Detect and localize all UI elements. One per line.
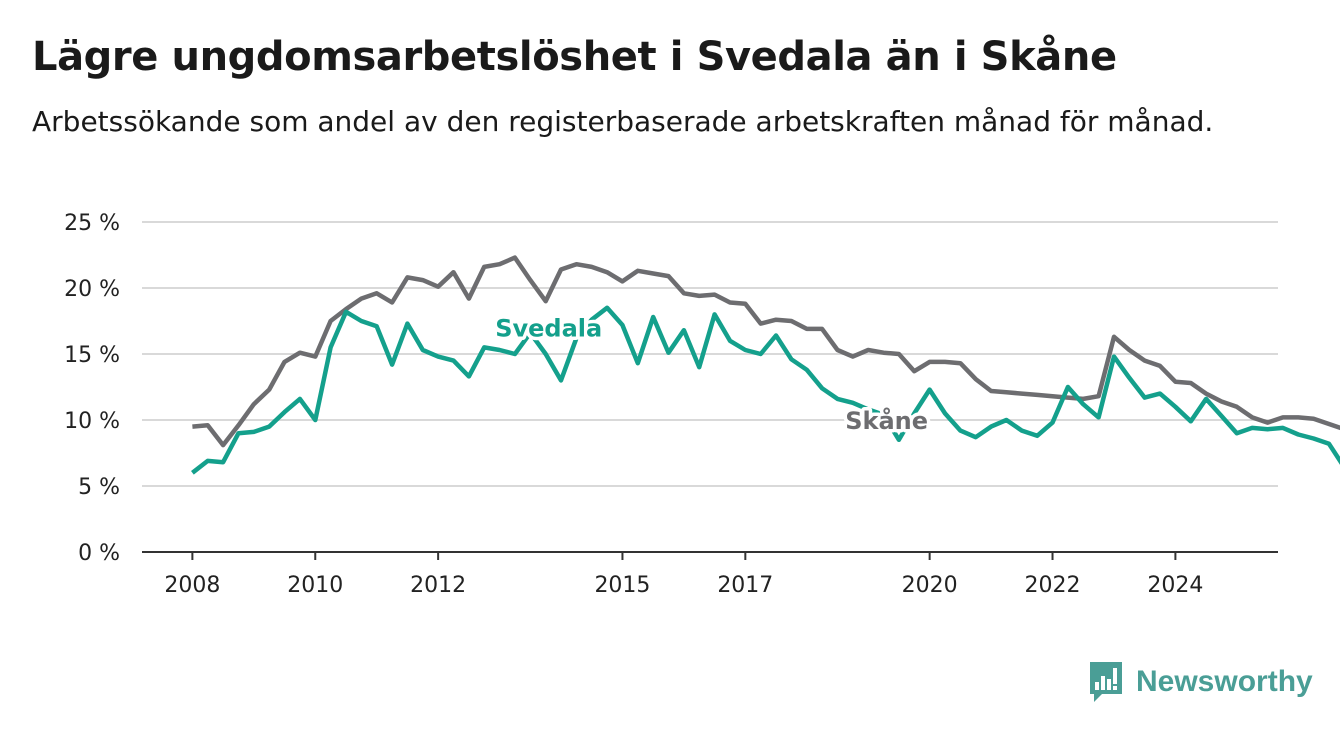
gridlines [142, 221, 1278, 487]
chart-title: Lägre ungdomsarbetslöshet i Svedala än i… [32, 34, 1117, 80]
series-labels: 10,7 %Skåne8,3 %Svedala [492, 311, 932, 438]
chart-subtitle: Arbetssökande som andel av den registerb… [32, 105, 1214, 138]
series-lines [191, 255, 1340, 475]
y-tick-label: 5 % [78, 475, 120, 500]
newsworthy-brand: Newsworthy [1088, 660, 1313, 704]
x-tick-label: 2020 [902, 573, 958, 598]
series-line-svedala [191, 305, 1340, 475]
line-chart: 0 %5 %10 %15 %20 %25 % 2008 2010 2012 2015 2… [64, 211, 1340, 598]
x-tick-label: 2012 [410, 573, 466, 598]
y-tick-label: 20 % [64, 277, 120, 302]
x-tick-label: 2024 [1147, 573, 1203, 598]
y-tick-label: 15 % [64, 343, 120, 368]
series-name-label: Svedala [495, 315, 602, 343]
series-name-label: Skåne [845, 406, 928, 435]
y-tick-label: 25 % [64, 211, 120, 236]
y-tick-label: 0 % [78, 541, 120, 566]
bar-chart-logo-icon [1090, 662, 1122, 702]
x-tick-label: 2017 [717, 573, 773, 598]
x-tick-label: 2010 [287, 573, 343, 598]
x-axis-ticks: 2008 2010 2012 2015 2017 2020 2022 2024 [164, 552, 1203, 598]
x-tick-label: 2022 [1025, 573, 1081, 598]
x-tick-label: 2015 [594, 573, 650, 598]
brand-name: Newsworthy [1136, 665, 1313, 698]
y-tick-label: 10 % [64, 409, 120, 434]
series-line-skne [192, 255, 1340, 448]
y-axis-ticks: 0 % 5 % 10 % 15 % 20 % 25 % [64, 211, 120, 566]
x-tick-label: 2008 [164, 573, 220, 598]
